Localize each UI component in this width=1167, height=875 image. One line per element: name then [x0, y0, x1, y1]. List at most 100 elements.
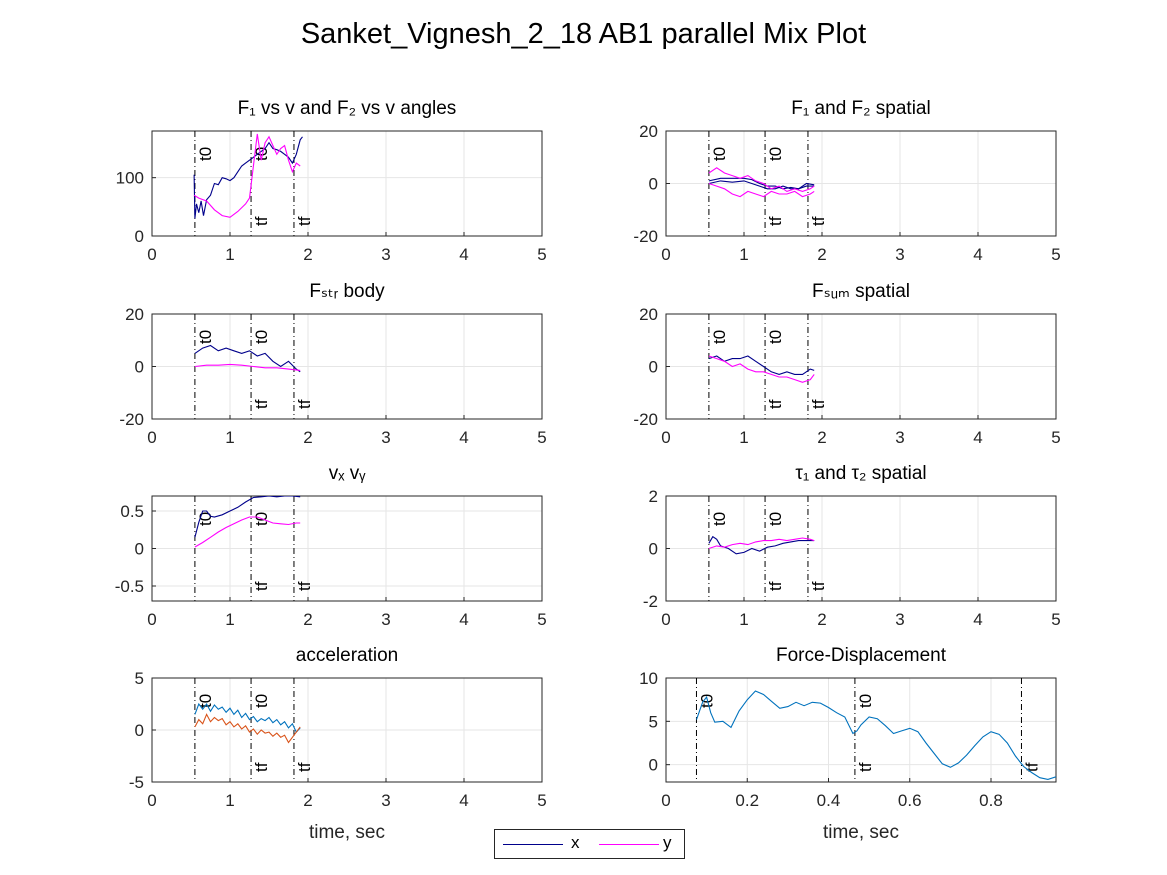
subplot-title: Force-Displacement	[776, 645, 947, 666]
x-tick-label: 4	[459, 245, 468, 264]
series-line	[194, 516, 301, 548]
legend-line-y	[599, 844, 659, 845]
y-tick-label: -20	[633, 410, 658, 429]
event-marker-label: tf	[295, 399, 314, 409]
event-marker-label: tf	[1022, 762, 1041, 772]
series-line	[194, 363, 301, 371]
x-tick-label: 2	[817, 428, 826, 447]
x-tick-label: 0	[147, 428, 156, 447]
x-tick-label: 0	[147, 610, 156, 629]
axes-box	[151, 130, 543, 237]
y-tick-label: -20	[633, 227, 658, 246]
series-line	[708, 182, 815, 198]
x-tick-label: 5	[1051, 428, 1060, 447]
x-tick-label: 3	[381, 791, 390, 810]
x-tick-label: 0	[661, 791, 670, 810]
y-tick-label: 100	[116, 169, 144, 188]
series-line	[695, 690, 1056, 780]
y-tick-label: 0	[649, 175, 658, 194]
x-tick-label: 2	[817, 245, 826, 264]
event-marker-label: t0	[710, 147, 729, 161]
x-tick-label: 2	[303, 610, 312, 629]
x-tick-label: 4	[459, 428, 468, 447]
x-tick-label: 0.2	[735, 791, 759, 810]
event-marker-label: tf	[252, 216, 271, 226]
x-tick-label: 0.4	[817, 791, 841, 810]
series-line	[708, 537, 815, 550]
x-tick-label: 1	[739, 610, 748, 629]
series-line	[194, 344, 301, 373]
series-line	[194, 496, 301, 538]
x-tick-label: 1	[225, 245, 234, 264]
y-tick-label: 0	[649, 540, 658, 559]
y-tick-label: 0	[135, 721, 144, 740]
y-tick-label: 10	[639, 669, 658, 688]
series-line	[193, 136, 303, 219]
event-marker-label: tf	[809, 399, 828, 409]
x-tick-label: 4	[459, 610, 468, 629]
subplot-title: F₁ vs v and F₂ vs v angles	[238, 98, 457, 119]
event-marker-label: t0	[252, 694, 271, 708]
x-tick-label: 2	[817, 610, 826, 629]
x-tick-label: 1	[739, 428, 748, 447]
x-tick-label: 4	[459, 791, 468, 810]
event-marker-label: tf	[295, 762, 314, 772]
x-tick-label: 2	[303, 245, 312, 264]
x-tick-label: 5	[537, 245, 546, 264]
axes-box	[665, 677, 1057, 783]
x-tick-label: 3	[895, 428, 904, 447]
y-tick-label: -5	[129, 773, 144, 792]
x-tick-label: 1	[225, 610, 234, 629]
y-tick-label: 20	[125, 305, 144, 324]
series-line	[708, 355, 815, 375]
event-marker-label: t0	[252, 147, 271, 161]
x-tick-label: 0	[661, 428, 670, 447]
y-tick-label: -2	[643, 592, 658, 611]
x-tick-label: 5	[1051, 610, 1060, 629]
event-marker-label: tf	[766, 581, 785, 591]
x-tick-label: 4	[973, 610, 982, 629]
x-tick-label: 0	[661, 610, 670, 629]
subplot-title: Fₛₜᵣ body	[309, 281, 385, 302]
legend-line-x	[503, 844, 563, 845]
event-marker-label: t0	[766, 512, 785, 526]
event-marker-label: t0	[710, 512, 729, 526]
x-tick-label: 2	[303, 791, 312, 810]
event-marker-label: t0	[196, 147, 215, 161]
y-tick-label: 2	[649, 487, 658, 506]
series-line	[193, 133, 301, 218]
x-tick-label: 0	[661, 245, 670, 264]
event-marker-label: tf	[252, 399, 271, 409]
x-tick-label: 0.8	[979, 791, 1003, 810]
y-tick-label: 0.5	[120, 502, 144, 521]
x-axis-label: time, sec	[309, 822, 385, 843]
x-tick-label: 3	[895, 610, 904, 629]
subplot-title: Fₛᵤₘ spatial	[812, 281, 910, 302]
legend[interactable]: x y	[494, 829, 685, 859]
y-tick-label: -20	[119, 410, 144, 429]
series-line	[708, 180, 815, 190]
event-marker-label: tf	[295, 216, 314, 226]
x-tick-label: 2	[303, 428, 312, 447]
event-marker-label: t0	[856, 694, 875, 708]
event-marker-label: tf	[295, 581, 314, 591]
event-marker-label: t0	[710, 330, 729, 344]
x-tick-label: 0	[147, 791, 156, 810]
event-marker-label: t0	[196, 694, 215, 708]
plot-area	[152, 131, 542, 236]
event-marker-label: tf	[809, 581, 828, 591]
y-tick-label: 0	[649, 358, 658, 377]
x-tick-label: 5	[537, 610, 546, 629]
x-tick-label: 0.6	[898, 791, 922, 810]
x-tick-label: 1	[739, 245, 748, 264]
event-marker-label: tf	[809, 216, 828, 226]
y-tick-label: 20	[639, 122, 658, 141]
y-tick-label: -0.5	[115, 577, 144, 596]
x-axis-label: time, sec	[823, 822, 899, 843]
series-line	[194, 713, 301, 744]
x-tick-label: 3	[895, 245, 904, 264]
x-tick-label: 0	[147, 245, 156, 264]
